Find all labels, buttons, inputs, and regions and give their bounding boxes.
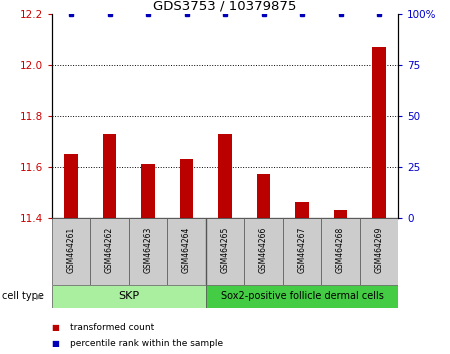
Bar: [334, 210, 347, 218]
Text: GSM464264: GSM464264: [182, 227, 191, 273]
Bar: [206, 218, 244, 285]
Bar: [218, 134, 232, 218]
Text: percentile rank within the sample: percentile rank within the sample: [70, 339, 223, 348]
Text: transformed count: transformed count: [70, 323, 154, 332]
Bar: [52, 285, 206, 308]
Text: SKP: SKP: [118, 291, 140, 302]
Bar: [64, 154, 78, 218]
Bar: [321, 218, 360, 285]
Bar: [372, 47, 386, 218]
Text: GSM464267: GSM464267: [297, 227, 306, 273]
Text: GSM464263: GSM464263: [144, 227, 153, 273]
Text: GSM464268: GSM464268: [336, 227, 345, 273]
Bar: [283, 218, 321, 285]
Text: ■: ■: [52, 339, 59, 348]
Text: Sox2-positive follicle dermal cells: Sox2-positive follicle dermal cells: [220, 291, 383, 302]
Text: cell type: cell type: [2, 291, 44, 302]
Text: GSM464266: GSM464266: [259, 227, 268, 273]
Text: GSM464262: GSM464262: [105, 227, 114, 273]
Bar: [167, 218, 206, 285]
Bar: [257, 175, 270, 218]
Bar: [90, 218, 129, 285]
Text: GSM464265: GSM464265: [220, 227, 230, 273]
Text: ■: ■: [52, 323, 59, 332]
Text: GSM464261: GSM464261: [67, 227, 76, 273]
Text: ▶: ▶: [36, 292, 42, 301]
Title: GDS3753 / 10379875: GDS3753 / 10379875: [153, 0, 297, 13]
Bar: [180, 159, 193, 218]
Bar: [244, 218, 283, 285]
Bar: [141, 164, 155, 218]
Bar: [360, 218, 398, 285]
Bar: [52, 218, 90, 285]
Bar: [129, 218, 167, 285]
Bar: [103, 134, 116, 218]
Bar: [295, 202, 309, 218]
Text: GSM464269: GSM464269: [374, 227, 383, 273]
Bar: [206, 285, 398, 308]
